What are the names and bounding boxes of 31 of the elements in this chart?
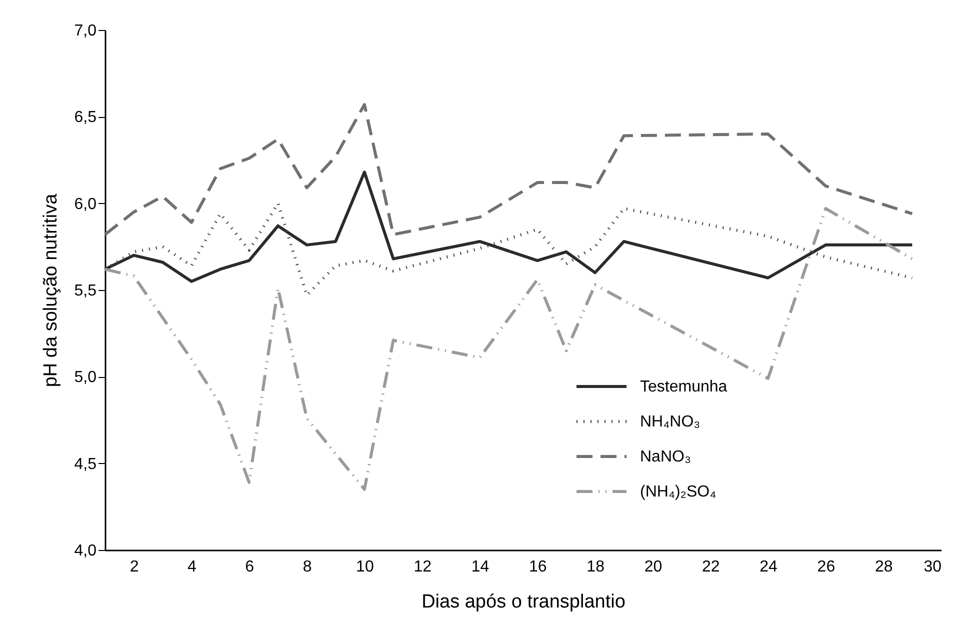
x-tick-label: 8 xyxy=(302,558,312,576)
x-tick-label: 30 xyxy=(924,558,942,576)
y-tick-label: 7,0 xyxy=(74,22,97,40)
legend-label: (NH₄)₂SO₄ xyxy=(640,484,716,500)
legend-label: NH₄NO₃ xyxy=(640,414,700,430)
y-tick-label: 4,5 xyxy=(74,456,97,473)
x-axis-title: Dias após o transplantio xyxy=(422,592,626,612)
x-tick-label: 24 xyxy=(760,558,778,576)
y-axis-title: pH da solução nutritiva xyxy=(40,193,62,388)
line-series xyxy=(104,170,914,283)
y-tick-label: 5,5 xyxy=(74,282,97,300)
line-series xyxy=(104,103,914,236)
x-tick-label: 14 xyxy=(471,558,490,576)
y-tick-label: 6,0 xyxy=(74,196,97,213)
x-tick-label: 18 xyxy=(586,558,605,576)
x-tick-label: 16 xyxy=(529,558,547,576)
x-tick-label: 20 xyxy=(644,558,662,576)
x-tick-label: 26 xyxy=(817,558,836,576)
x-tick-label: 6 xyxy=(245,558,254,576)
y-tick-label: 6,5 xyxy=(74,109,97,126)
y-tick-label: 4,0 xyxy=(74,542,97,560)
x-tick-label: 4 xyxy=(188,558,197,576)
legend-label: NaNO₃ xyxy=(640,448,691,466)
x-tick-label: 2 xyxy=(130,558,139,576)
x-tick-label: 22 xyxy=(702,558,720,576)
x-tick-label: 28 xyxy=(874,558,893,576)
x-tick-label: 10 xyxy=(356,558,374,576)
x-tick-label: 12 xyxy=(414,558,432,576)
legend-label: Testemunha xyxy=(640,378,728,396)
y-tick-label: 5,0 xyxy=(74,369,97,386)
line-series xyxy=(104,202,914,297)
